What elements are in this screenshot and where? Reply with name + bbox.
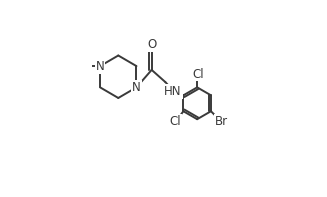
Text: N: N <box>132 81 141 94</box>
Text: Cl: Cl <box>192 68 204 81</box>
Text: Br: Br <box>215 115 228 128</box>
Text: N: N <box>96 60 104 73</box>
Text: O: O <box>147 38 156 51</box>
Text: HN: HN <box>164 85 181 98</box>
Text: Cl: Cl <box>169 115 181 128</box>
